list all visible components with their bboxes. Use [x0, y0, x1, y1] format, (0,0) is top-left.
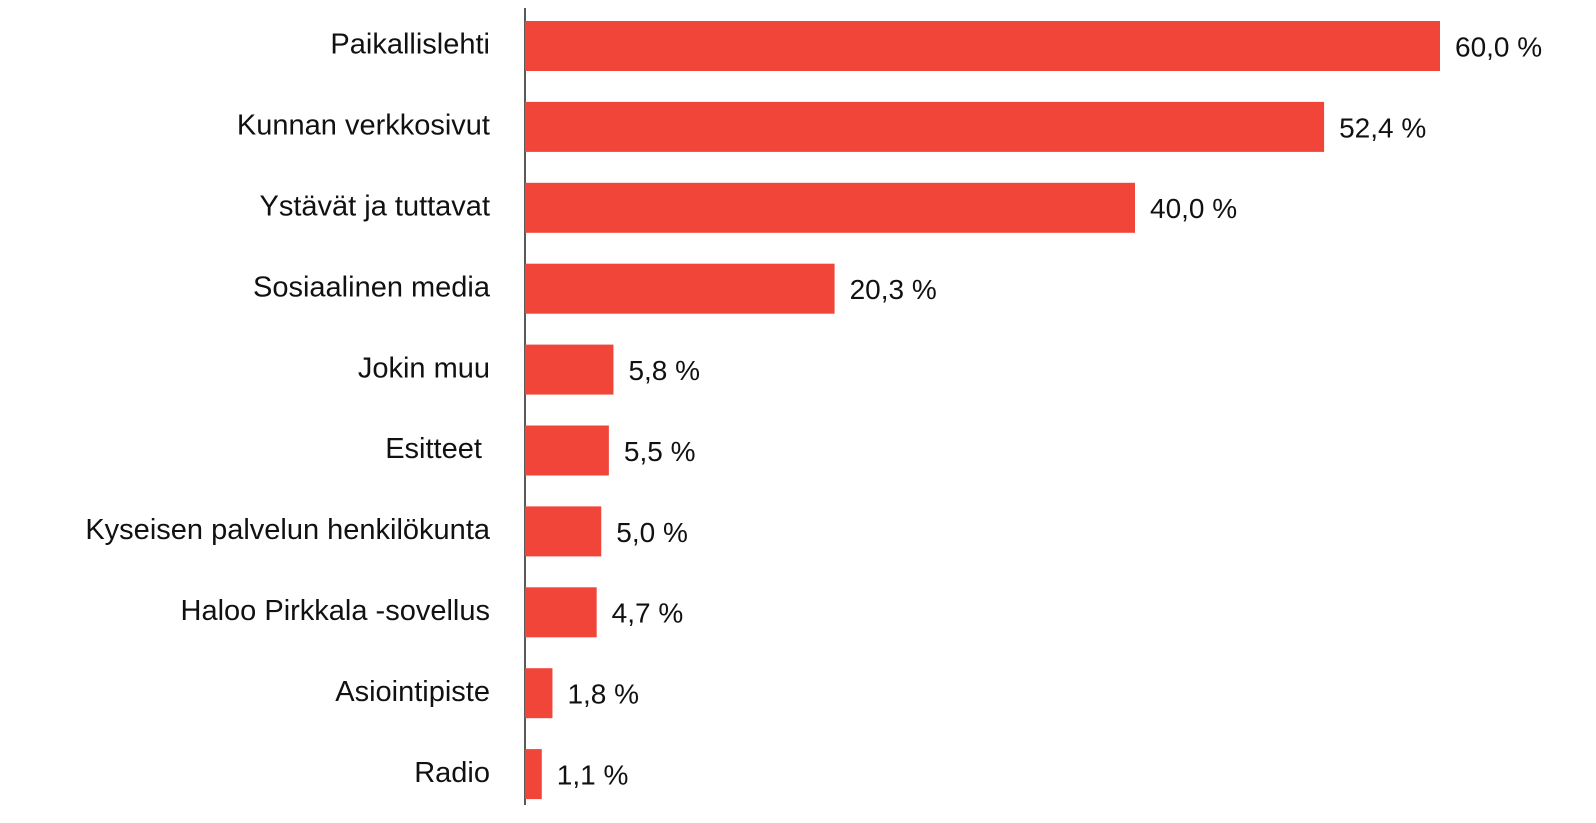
value-label: 1,1 %	[557, 759, 629, 790]
category-label: Kunnan verkkosivut	[237, 110, 490, 142]
bar	[525, 263, 835, 314]
bar	[525, 425, 609, 476]
bar	[525, 182, 1135, 233]
bar	[525, 21, 1440, 71]
category-label: Asiointipiste	[335, 676, 490, 708]
category-label: Jokin muu	[358, 352, 490, 384]
bar	[525, 101, 1325, 152]
bar	[525, 506, 602, 557]
bar	[525, 749, 542, 800]
bar	[525, 668, 553, 719]
category-label: Ystävät ja tuttavat	[259, 190, 490, 222]
value-label: 60,0 %	[1455, 31, 1542, 62]
category-label: Haloo Pirkkala -sovellus	[181, 595, 490, 627]
value-label: 5,0 %	[616, 517, 688, 548]
category-label: Radio	[414, 757, 490, 789]
value-label: 4,7 %	[612, 598, 684, 629]
bar	[525, 344, 614, 395]
value-label: 1,8 %	[567, 679, 639, 710]
value-label: 5,8 %	[628, 355, 700, 386]
category-label: Esitteet	[385, 433, 490, 465]
value-label: 5,5 %	[624, 436, 696, 467]
value-label: 52,4 %	[1339, 112, 1426, 143]
category-label: Kyseisen palvelun henkilökunta	[85, 514, 491, 546]
category-label: Paikallislehti	[330, 29, 490, 61]
category-label: Sosiaalinen media	[253, 271, 491, 303]
value-label: 20,3 %	[850, 274, 937, 305]
value-label: 40,0 %	[1150, 193, 1237, 224]
bar	[525, 587, 597, 638]
